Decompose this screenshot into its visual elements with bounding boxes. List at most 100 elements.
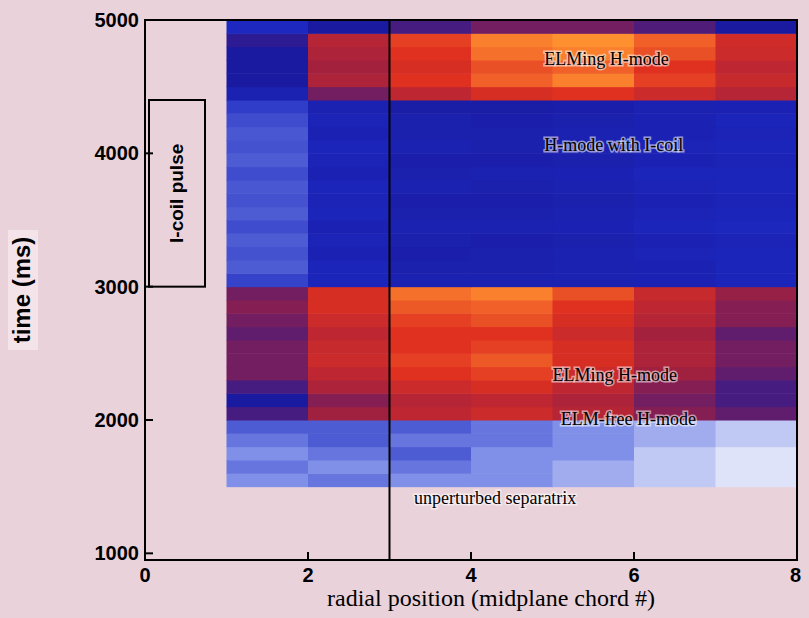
cell — [716, 433, 798, 447]
cell — [308, 300, 390, 314]
cell — [227, 100, 309, 114]
cell — [553, 100, 635, 114]
cell — [227, 87, 309, 101]
cell — [471, 420, 553, 434]
cell — [227, 180, 309, 194]
cell — [553, 167, 635, 181]
cell — [390, 167, 472, 181]
cell — [308, 433, 390, 447]
cell — [716, 287, 798, 301]
cell — [390, 153, 472, 167]
cell — [227, 407, 309, 421]
cell — [716, 180, 798, 194]
cell — [716, 140, 798, 154]
cell — [553, 393, 635, 407]
cell — [716, 127, 798, 141]
x-tick-label: 4 — [465, 564, 477, 586]
cell — [390, 47, 472, 61]
cell — [634, 340, 716, 354]
cell — [390, 33, 472, 47]
cell — [308, 247, 390, 261]
cell — [716, 193, 798, 207]
cell — [634, 460, 716, 474]
cell — [553, 273, 635, 287]
cell — [390, 433, 472, 447]
cell — [716, 47, 798, 61]
cell — [308, 380, 390, 394]
y-tick-label: 2000 — [95, 409, 140, 431]
cell — [227, 327, 309, 341]
cell — [471, 367, 553, 381]
cell — [471, 473, 553, 487]
cell — [716, 87, 798, 101]
cell — [308, 233, 390, 247]
y-title-patch — [8, 230, 38, 350]
cell — [716, 473, 798, 487]
cell — [634, 100, 716, 114]
cell — [716, 233, 798, 247]
cell — [308, 220, 390, 234]
cell — [634, 313, 716, 327]
cell — [471, 47, 553, 61]
cell — [634, 260, 716, 274]
cell — [227, 247, 309, 261]
cell — [553, 433, 635, 447]
cell — [308, 140, 390, 154]
cell — [634, 433, 716, 447]
cell — [716, 420, 798, 434]
cell — [634, 73, 716, 87]
cell — [390, 100, 472, 114]
cell — [553, 73, 635, 87]
cell — [227, 207, 309, 221]
cell — [553, 327, 635, 341]
x-tick-label: 0 — [139, 564, 150, 586]
y-tick — [145, 419, 153, 421]
cell — [553, 247, 635, 261]
cell — [634, 327, 716, 341]
cell — [227, 447, 309, 461]
cell — [308, 73, 390, 87]
cell — [390, 287, 472, 301]
background — [0, 0, 809, 618]
cell — [634, 233, 716, 247]
y-tick-label: 5000 — [95, 9, 140, 31]
cell — [308, 447, 390, 461]
cell — [227, 153, 309, 167]
cell — [471, 447, 553, 461]
cell — [390, 447, 472, 461]
cell — [308, 273, 390, 287]
cells — [227, 20, 798, 560]
cell — [716, 100, 798, 114]
cell — [227, 380, 309, 394]
cell — [716, 447, 798, 461]
cell — [308, 60, 390, 74]
cell — [471, 127, 553, 141]
cell — [634, 220, 716, 234]
cell — [634, 447, 716, 461]
cell — [553, 113, 635, 127]
cell — [471, 287, 553, 301]
cell — [716, 247, 798, 261]
cell — [716, 340, 798, 354]
cell — [634, 273, 716, 287]
cell — [471, 300, 553, 314]
cell — [471, 60, 553, 74]
x-tick-label: 6 — [628, 564, 639, 586]
cell — [390, 220, 472, 234]
cell — [716, 220, 798, 234]
cell — [308, 340, 390, 354]
cell — [716, 260, 798, 274]
cell — [308, 193, 390, 207]
cell — [634, 180, 716, 194]
cell — [227, 113, 309, 127]
cell — [716, 167, 798, 181]
cell — [471, 167, 553, 181]
cell — [553, 447, 635, 461]
cell — [471, 100, 553, 114]
cell — [471, 407, 553, 421]
cell — [390, 327, 472, 341]
cell — [390, 300, 472, 314]
cell — [308, 127, 390, 141]
cell — [308, 460, 390, 474]
cell — [471, 313, 553, 327]
